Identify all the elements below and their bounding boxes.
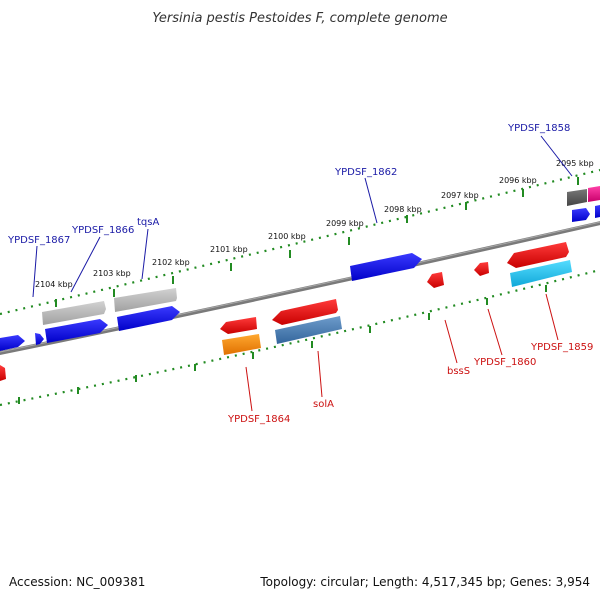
gene-label-ypdsf-1862[interactable]: YPDSF_1862	[334, 167, 397, 178]
tick-label: 2104 kbp	[35, 280, 73, 289]
gene-arrow-ypdsf-1858[interactable]	[572, 208, 590, 222]
scale-line-lower	[0, 268, 600, 407]
label-connector	[444, 319, 458, 364]
genome-summary-label: Topology: circular; Length: 4,517,345 bp…	[259, 575, 590, 589]
accession-label: Accession: NC_009381	[9, 575, 145, 589]
tick-label: 2099 kbp	[326, 219, 364, 228]
tick-label: 2102 kbp	[152, 258, 190, 267]
tick-label: 2097 kbp	[441, 191, 479, 200]
gene-label-ypdsf-1859[interactable]: YPDSF_1859	[530, 342, 593, 353]
label-connector	[317, 350, 323, 398]
label-connector	[70, 236, 101, 293]
tick-label: 2103 kbp	[93, 269, 131, 278]
gene-arrow-bsss[interactable]	[427, 272, 444, 288]
gene-label-ypdsf-1866[interactable]: YPDSF_1866	[71, 225, 134, 236]
gene-arrow[interactable]	[0, 335, 25, 351]
cds-arrow-sola[interactable]	[275, 316, 342, 344]
gene-arrow-ypdsf-1866[interactable]	[45, 319, 108, 343]
cds-arrow-ypdsf-1866[interactable]	[42, 301, 106, 325]
cds-arrow-pink[interactable]	[588, 186, 600, 202]
label-connector	[545, 293, 559, 341]
gene-label-ypdsf-1860[interactable]: YPDSF_1860	[473, 357, 536, 368]
tick-label: 2101 kbp	[210, 245, 248, 254]
scale-ticks-upper	[55, 177, 579, 307]
label-connector	[540, 135, 573, 177]
label-connector	[487, 308, 503, 356]
scale-ticks-lower	[18, 285, 547, 404]
label-connector	[245, 366, 253, 412]
gene-label-ypdsf-1858[interactable]: YPDSF_1858	[507, 123, 570, 134]
forward-features	[0, 186, 600, 351]
gene-arrow-ypdsf-1860[interactable]	[474, 262, 489, 276]
tick-label: 2098 kbp	[384, 205, 422, 214]
gene-label-tqsa[interactable]: tqsA	[137, 217, 159, 228]
label-connector	[32, 245, 38, 298]
gene-arrow-ypdsf-1859[interactable]	[507, 242, 569, 268]
tick-label: 2095 kbp	[556, 159, 594, 168]
cds-arrow-tqsa[interactable]	[114, 288, 177, 312]
gene-arrow-ypdsf-1867[interactable]	[35, 333, 44, 345]
gene-arrow-sola[interactable]	[272, 299, 338, 325]
label-connector	[141, 228, 149, 280]
tick-label: 2100 kbp	[268, 232, 306, 241]
gene-label-ypdsf-1864[interactable]: YPDSF_1864	[227, 414, 290, 425]
gene-arrow[interactable]	[595, 205, 600, 218]
scale-line-upper	[0, 168, 600, 316]
gene-label-ypdsf-1867[interactable]: YPDSF_1867	[7, 235, 70, 246]
gene-label-sola[interactable]: solA	[313, 399, 334, 410]
gene-arrow[interactable]	[0, 365, 6, 381]
forward-label-connectors	[32, 135, 573, 298]
gene-arrow-ypdsf-1864[interactable]	[220, 317, 257, 334]
gene-arrow-tqsa[interactable]	[117, 306, 180, 331]
tick-label: 2096 kbp	[499, 176, 537, 185]
map-title: Yersinia pestis Pestoides F, complete ge…	[152, 11, 447, 26]
cds-arrow-ypdsf-1864[interactable]	[222, 334, 261, 355]
gene-arrow-ypdsf-1862[interactable]	[350, 253, 422, 281]
reverse-label-connectors	[245, 293, 559, 412]
cds-arrow-ypdsf-1858[interactable]	[567, 189, 587, 206]
reverse-features	[0, 242, 572, 381]
gene-label-bsss[interactable]: bssS	[447, 366, 470, 377]
cds-arrow-ypdsf-1859[interactable]	[510, 260, 572, 287]
label-connector	[364, 177, 378, 224]
